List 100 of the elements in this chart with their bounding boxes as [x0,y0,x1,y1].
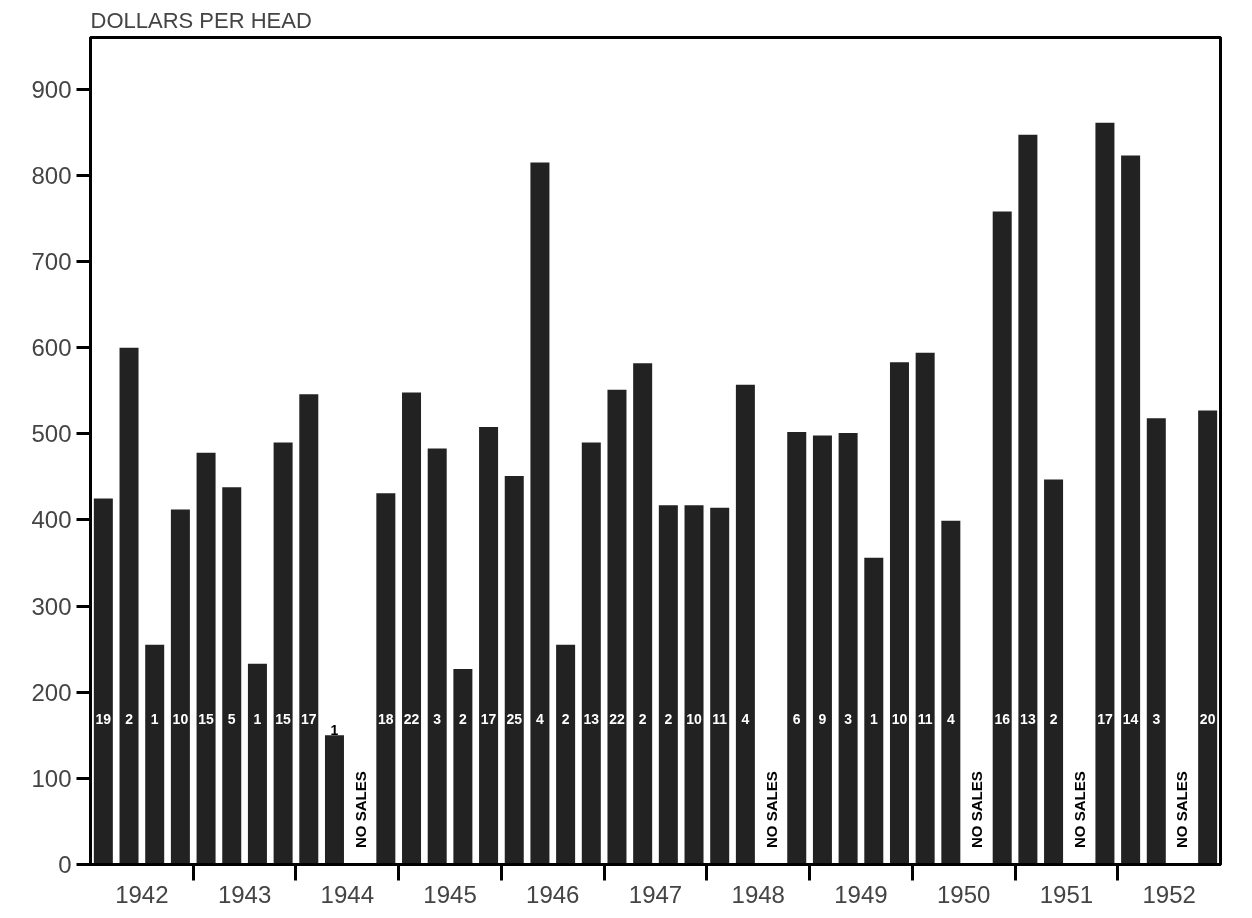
bar [93,498,113,865]
annotation: 10 [891,710,908,727]
annotation: 15 [198,710,215,727]
bar [247,663,267,865]
y-tick-label: 700 [31,247,72,275]
bar [710,507,730,865]
bar [915,352,935,865]
bar [299,394,319,865]
annotation: 9 [818,710,827,727]
annotation: 2 [458,710,467,727]
annotation: 4 [741,710,750,727]
annotation: NO SALES [351,771,369,848]
bar [402,392,422,865]
bar [479,426,499,865]
bar [1121,155,1141,865]
bar [530,162,550,865]
bar [324,735,344,865]
annotation: 4 [536,710,545,727]
annotation: 18 [378,710,394,727]
annotation: 11 [712,710,728,727]
bar [607,389,627,865]
bar [1146,418,1166,865]
x-tick-label: 1946 [526,880,580,908]
annotation: 3 [844,710,853,727]
y-tick-label: 800 [31,161,72,189]
annotation: 2 [1049,710,1058,727]
bar [222,487,242,865]
y-tick-label: 100 [31,764,72,792]
x-tick-label: 1952 [1142,880,1196,908]
annotation: 11 [917,710,933,727]
bar [864,557,884,865]
annotation: 17 [1097,710,1113,727]
annotation: 20 [1199,710,1216,727]
bar [1044,479,1064,865]
annotation: 3 [1152,710,1161,727]
annotation: 1 [330,722,339,739]
y-axis-title: DOLLARS PER HEAD [90,7,312,33]
annotation: 2 [561,710,570,727]
bar [1198,410,1218,865]
annotation: 6 [792,710,801,727]
annotation: 13 [1020,710,1036,727]
annotation: 2 [638,710,647,727]
bar [504,475,524,865]
y-tick-label: 400 [31,506,72,534]
annotation: 1 [253,710,262,727]
x-tick-label: 1948 [731,880,785,908]
annotation: 13 [583,710,600,727]
bar [145,644,165,865]
bar [889,362,909,865]
annotation: 22 [403,710,420,727]
bar [170,509,190,865]
bar [633,363,653,865]
annotation: 25 [506,710,523,727]
bar [581,442,601,865]
annotation: NO SALES [1070,771,1088,848]
y-tick-label: 200 [31,678,72,706]
annotation: 3 [433,710,442,727]
x-tick-label: 1943 [217,880,272,908]
annotation: 5 [227,710,236,727]
annotation: 1 [150,710,159,727]
annotation: 2 [125,710,134,727]
bar [376,493,396,865]
bar [273,442,293,865]
annotation: 1 [869,710,878,727]
bar [1018,134,1038,865]
bar [427,448,447,865]
annotation: 10 [172,710,189,727]
y-tick-label: 500 [31,420,72,448]
x-tick-label: 1950 [936,880,991,908]
bar [196,452,216,865]
annotation: NO SALES [968,771,986,848]
annotation: NO SALES [762,771,780,848]
bar [735,384,755,865]
x-tick-label: 1945 [423,880,477,908]
annotation: 10 [686,710,703,727]
x-tick-label: 1949 [834,880,888,908]
bar [556,644,576,865]
annotation: 4 [946,710,955,727]
bar [453,668,473,865]
annotation: 15 [275,710,292,727]
annotation: 14 [1122,710,1139,727]
annotation: 16 [994,710,1011,727]
bar [119,347,139,865]
y-tick-label: 300 [31,592,72,620]
bar [787,432,807,865]
y-tick-label: 0 [58,851,72,878]
bar [992,211,1012,865]
annotation: 17 [301,710,317,727]
annotation: 19 [95,710,112,727]
bar [941,520,961,865]
annotation: 17 [480,710,497,727]
x-tick-label: 1947 [628,880,683,908]
y-tick-label: 600 [31,334,72,362]
y-tick-label: 900 [31,75,72,103]
bar [812,435,832,865]
bar [1095,122,1115,865]
x-tick-label: 1944 [320,880,375,908]
bar [838,432,858,865]
bar [658,505,678,865]
x-tick-label: 1942 [115,880,169,908]
